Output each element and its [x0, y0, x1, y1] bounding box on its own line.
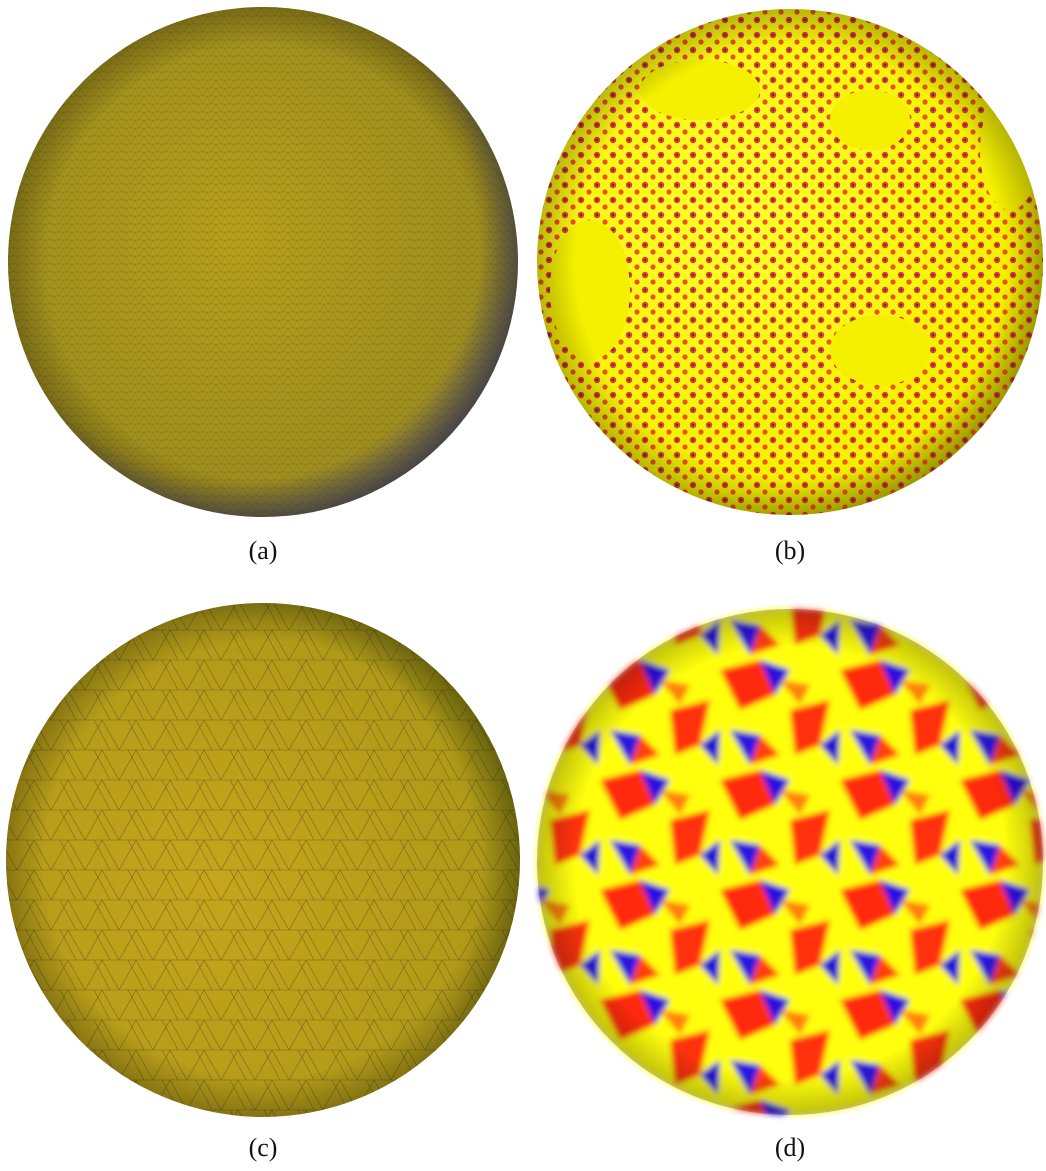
- caption: (d): [775, 1133, 805, 1162]
- caption: (c): [249, 1133, 278, 1162]
- caption: (b): [775, 536, 805, 565]
- sphere-b: [537, 9, 1043, 515]
- sphere-c: [6, 603, 520, 1117]
- sphere-d: [537, 609, 1043, 1115]
- figure: (a) (b) (c) (d): [0, 0, 1046, 1171]
- sphere-a: [8, 7, 518, 517]
- caption: (a): [249, 536, 278, 565]
